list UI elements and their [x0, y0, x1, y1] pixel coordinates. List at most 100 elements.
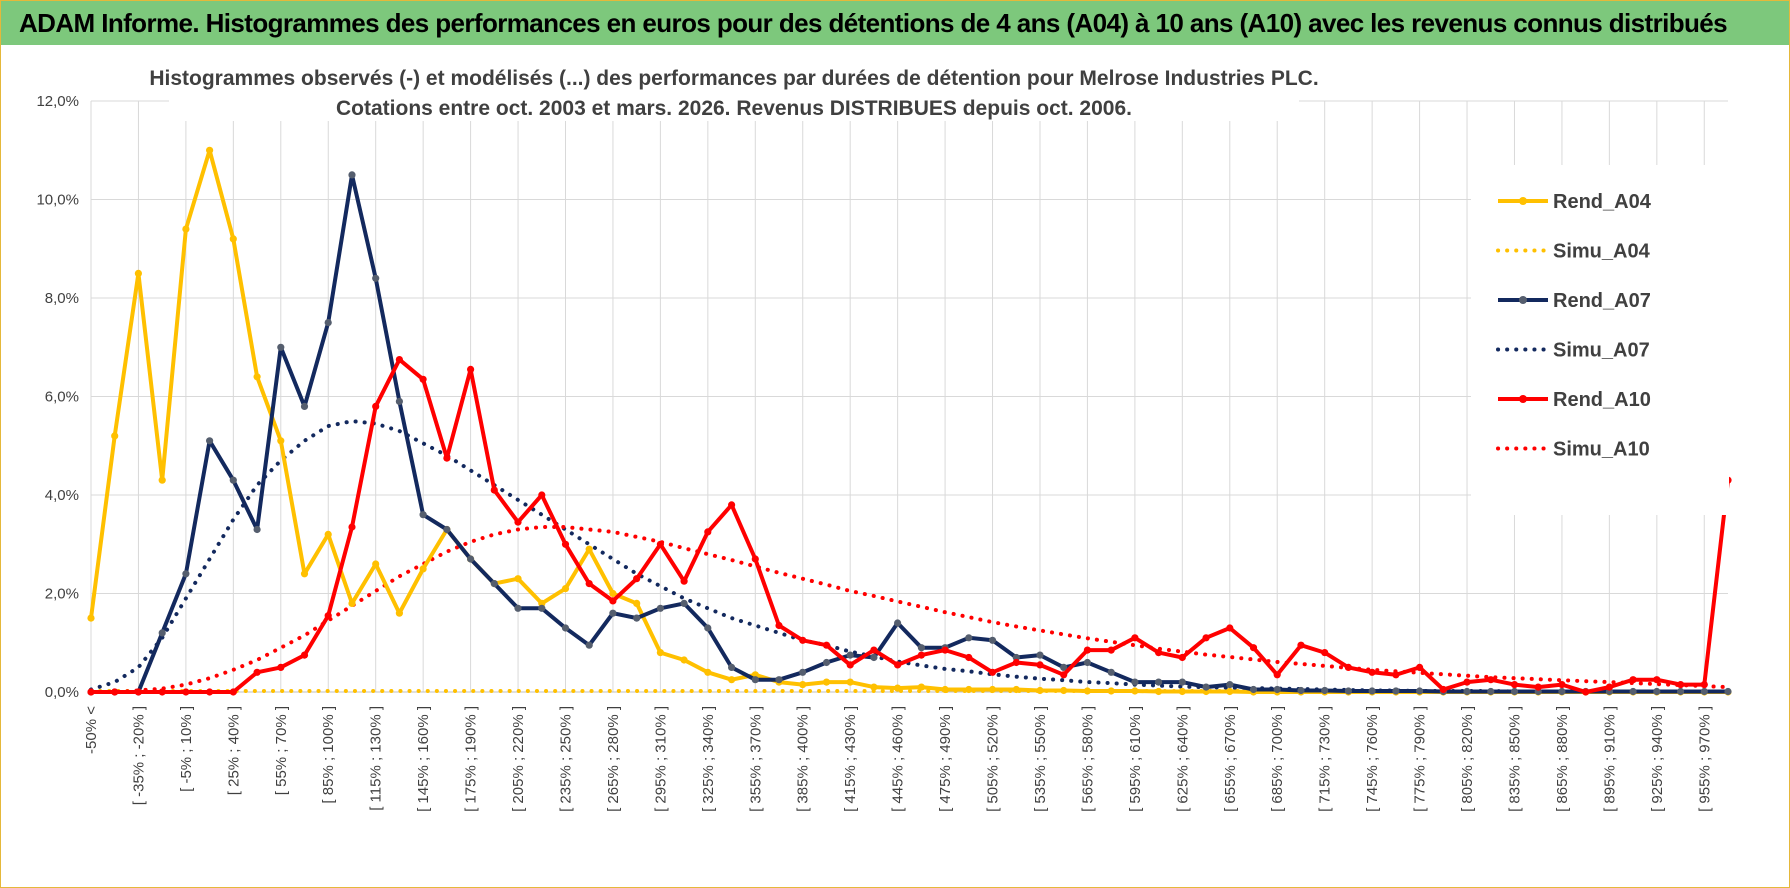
- data-point-rend_a07: [182, 570, 190, 578]
- data-point-rend_a10: [467, 365, 475, 373]
- data-point-rend_a10: [680, 577, 688, 585]
- data-point-rend_a07: [609, 609, 617, 617]
- data-point-rend_a07: [965, 634, 973, 642]
- data-point-rend_a07: [561, 624, 570, 632]
- data-point-rend_a07: [704, 624, 712, 632]
- legend-label: Simu_A04: [1553, 241, 1651, 263]
- data-point-rend_a10: [1510, 681, 1519, 689]
- data-point-rend_a04: [609, 589, 617, 598]
- x-tick-label: -50% <: [83, 706, 100, 754]
- data-point-rend_a07: [538, 604, 546, 612]
- x-tick-label: [ 505% ; 520% ]: [985, 706, 1002, 812]
- data-point-rend_a04: [965, 685, 973, 694]
- data-point-rend_a10: [538, 491, 546, 499]
- data-point-rend_a07: [1297, 686, 1305, 695]
- data-point-rend_a10: [775, 621, 783, 630]
- data-point-rend_a10: [1155, 649, 1163, 657]
- data-point-rend_a04: [870, 683, 878, 691]
- data-point-rend_a10: [443, 454, 451, 462]
- data-point-rend_a04: [1155, 687, 1163, 696]
- data-point-rend_a10: [1605, 683, 1613, 691]
- data-point-rend_a10: [1653, 676, 1661, 684]
- legend-item-rend_a04: Rend_A04: [1498, 191, 1652, 213]
- chart-title-line1: Histogrammes observés (-) et modélisés (…: [149, 67, 1318, 90]
- data-point-rend_a07: [1036, 651, 1044, 659]
- data-point-rend_a07: [1321, 686, 1329, 695]
- data-point-rend_a07: [1487, 687, 1495, 696]
- histogram-chart: 0,0% 2,0% 4,0% 6,0% 8,0% 10,0% 12,0% -50% < [ -…: [36, 55, 1732, 812]
- title-banner: ADAM Informe. Histogrammes des performan…: [1, 1, 1789, 45]
- data-point-rend_a04: [372, 560, 380, 568]
- data-point-rend_a10: [277, 663, 285, 672]
- data-point-rend_a10: [941, 646, 949, 654]
- x-tick-label: [ 835% ; 850% ]: [1506, 706, 1523, 812]
- data-point-rend_a10: [1582, 688, 1590, 696]
- x-tick-label: [ 145% ; 160% ]: [415, 706, 432, 812]
- x-tick-label: [ 235% ; 250% ]: [557, 706, 574, 812]
- x-tick-label: [ 865% ; 880% ]: [1554, 706, 1571, 812]
- legend-label: Rend_A04: [1553, 191, 1652, 213]
- data-point-rend_a07: [1273, 685, 1281, 694]
- data-point-rend_a04: [680, 656, 688, 664]
- x-tick-label: [ -5% ; 10% ]: [178, 706, 195, 792]
- data-point-rend_a04: [395, 609, 403, 617]
- data-point-rend_a04: [704, 668, 712, 676]
- data-point-rend_a07: [799, 668, 807, 676]
- data-point-rend_a10: [253, 668, 261, 676]
- data-point-rend_a10: [751, 555, 759, 563]
- data-point-rend_a10: [704, 528, 712, 536]
- data-point-rend_a04: [324, 530, 332, 538]
- series-line-simu_a10: [89, 525, 1730, 694]
- data-point-rend_a10: [1416, 663, 1424, 672]
- data-point-rend_a04: [941, 685, 949, 694]
- data-point-rend_a07: [870, 653, 878, 662]
- legend-background: [1471, 165, 1729, 515]
- legend-marker: [1519, 197, 1527, 205]
- data-point-rend_a04: [799, 681, 807, 689]
- data-point-rend_a10: [1012, 658, 1020, 667]
- data-point-rend_a04: [585, 545, 593, 553]
- x-tick-label: [ -35% ; -20% ]: [130, 706, 147, 805]
- data-point-rend_a10: [1178, 653, 1186, 662]
- data-point-rend_a07: [1368, 687, 1376, 695]
- data-point-rend_a10: [1629, 676, 1637, 684]
- data-point-rend_a07: [1629, 687, 1637, 696]
- data-point-rend_a10: [419, 375, 427, 383]
- data-point-rend_a04: [87, 614, 95, 622]
- data-point-rend_a04: [822, 678, 831, 686]
- legend-marker: [1519, 395, 1527, 403]
- data-point-rend_a04: [1083, 687, 1091, 695]
- data-point-rend_a07: [1155, 678, 1163, 686]
- data-point-rend_a07: [1700, 687, 1708, 696]
- data-point-rend_a07: [680, 599, 688, 608]
- x-tick-label: [ 265% ; 280% ]: [605, 706, 622, 812]
- data-point-rend_a04: [656, 649, 665, 657]
- legend-item-simu_a07: Simu_A07: [1496, 340, 1650, 362]
- legend-label: Rend_A07: [1553, 290, 1651, 312]
- data-point-rend_a10: [300, 651, 309, 659]
- legend-item-simu_a04: Simu_A04: [1496, 241, 1651, 263]
- data-point-rend_a04: [229, 235, 237, 243]
- data-point-rend_a10: [206, 688, 214, 696]
- data-point-rend_a10: [1249, 644, 1258, 652]
- y-tick-label: 0,0%: [45, 684, 79, 701]
- x-tick-label: [ 805% ; 820% ]: [1459, 706, 1476, 812]
- data-point-rend_a10: [1463, 678, 1471, 686]
- data-point-rend_a04: [158, 476, 166, 484]
- data-point-rend_a10: [1131, 634, 1139, 642]
- legend-label: Simu_A07: [1553, 340, 1650, 362]
- y-tick-label: 6,0%: [45, 389, 79, 406]
- data-point-rend_a10: [728, 501, 736, 509]
- x-tick-label: [ 385% ; 400% ]: [795, 706, 812, 812]
- data-point-rend_a07: [1724, 687, 1732, 696]
- data-point-rend_a10: [514, 518, 522, 526]
- data-point-rend_a04: [846, 678, 854, 686]
- x-tick-label: [ 85% ; 100% ]: [320, 706, 337, 804]
- data-point-rend_a10: [490, 486, 498, 494]
- y-tick-label: 8,0%: [45, 290, 79, 307]
- data-point-rend_a04: [206, 146, 214, 154]
- data-point-rend_a07: [728, 663, 736, 672]
- legend-item-rend_a07: Rend_A07: [1498, 290, 1651, 312]
- data-point-rend_a04: [182, 225, 190, 233]
